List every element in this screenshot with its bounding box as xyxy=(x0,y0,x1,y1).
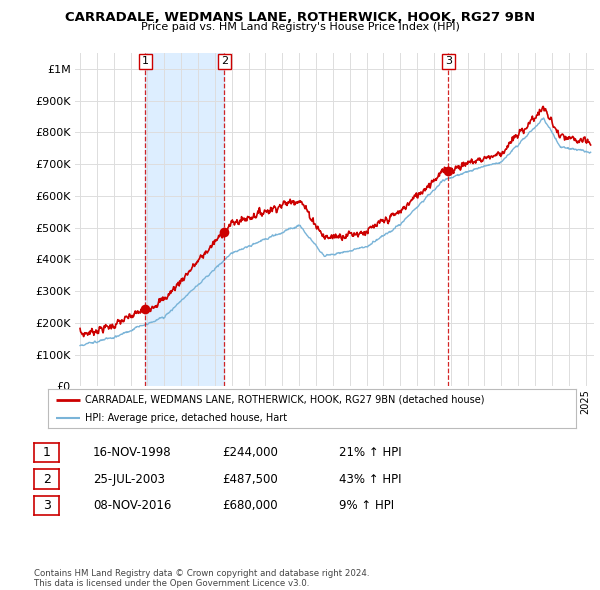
Text: CARRADALE, WEDMANS LANE, ROTHERWICK, HOOK, RG27 9BN (detached house): CARRADALE, WEDMANS LANE, ROTHERWICK, HOO… xyxy=(85,395,484,405)
Text: 25-JUL-2003: 25-JUL-2003 xyxy=(93,473,165,486)
Text: 9% ↑ HPI: 9% ↑ HPI xyxy=(339,499,394,512)
Text: Contains HM Land Registry data © Crown copyright and database right 2024.
This d: Contains HM Land Registry data © Crown c… xyxy=(34,569,370,588)
Text: £680,000: £680,000 xyxy=(222,499,278,512)
Text: CARRADALE, WEDMANS LANE, ROTHERWICK, HOOK, RG27 9BN: CARRADALE, WEDMANS LANE, ROTHERWICK, HOO… xyxy=(65,11,535,24)
Text: Price paid vs. HM Land Registry's House Price Index (HPI): Price paid vs. HM Land Registry's House … xyxy=(140,22,460,32)
Bar xyxy=(145,53,224,386)
Text: 08-NOV-2016: 08-NOV-2016 xyxy=(93,499,172,512)
Text: 43% ↑ HPI: 43% ↑ HPI xyxy=(339,473,401,486)
Text: 3: 3 xyxy=(43,499,51,512)
Text: 3: 3 xyxy=(445,57,452,67)
Text: 1: 1 xyxy=(43,446,51,459)
Text: HPI: Average price, detached house, Hart: HPI: Average price, detached house, Hart xyxy=(85,413,287,423)
Text: 21% ↑ HPI: 21% ↑ HPI xyxy=(339,446,401,459)
Text: 1: 1 xyxy=(142,57,149,67)
Text: 2: 2 xyxy=(221,57,228,67)
Text: 16-NOV-1998: 16-NOV-1998 xyxy=(93,446,172,459)
Text: 2: 2 xyxy=(43,473,51,486)
Text: £487,500: £487,500 xyxy=(222,473,278,486)
Text: £244,000: £244,000 xyxy=(222,446,278,459)
